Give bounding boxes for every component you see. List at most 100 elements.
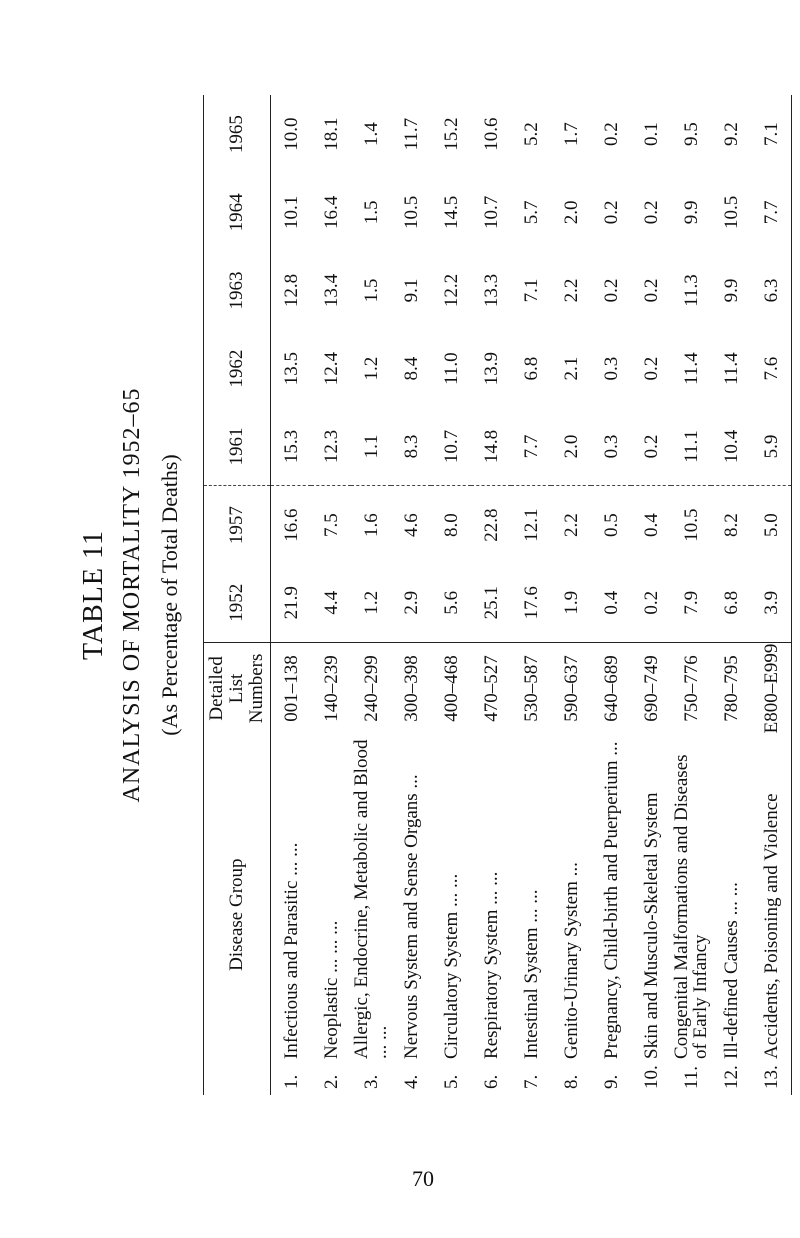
percentage: 10.0 <box>280 117 302 151</box>
percentage: 4.6 <box>400 513 422 538</box>
title-block: TABLE 11 ANALYSIS OF MORTALITY 1952–65 (… <box>75 95 203 1095</box>
row-number: 5. <box>440 1074 462 1089</box>
table-row: 7. Intestinal System ... ... 530–587 17.6 12… <box>511 95 551 1095</box>
list-numbers: 400–468 <box>440 655 462 722</box>
percentage: 13.5 <box>280 352 302 386</box>
disease-group: Infectious and Parasitic ... ... <box>280 842 302 1059</box>
percentage: 2.9 <box>391 563 431 643</box>
percentage: 7.1 <box>751 95 792 174</box>
percentage: 0.4 <box>640 513 662 538</box>
percentage: 12.2 <box>440 273 462 308</box>
percentage: 13.3 <box>480 273 502 308</box>
table-body: 1. Infectious and Parasitic ... ... 001–13… <box>270 95 792 1095</box>
percentage: 9.5 <box>680 122 702 147</box>
table-row: 13. Accidents, Poisoning and Violence E800… <box>751 95 792 1095</box>
table-row: 1. Infectious and Parasitic ... ... 001–13… <box>270 95 311 1095</box>
list-numbers: 140–239 <box>320 655 342 722</box>
percentage: 1.2 <box>351 563 391 643</box>
table-row: 3. Allergic, Endocrine, Metabolic and Blo… <box>351 95 391 1095</box>
disease-group: Accidents, Poisoning and Violence <box>751 734 792 1059</box>
percentage: 10.4 <box>711 407 751 486</box>
percentage: 8.3 <box>391 407 431 486</box>
rotated-content: TABLE 11 ANALYSIS OF MORTALITY 1952–65 (… <box>75 95 795 1095</box>
percentage: 6.8 <box>520 356 542 381</box>
percentage: 12.4 <box>320 352 342 386</box>
percentage: 0.5 <box>600 513 622 538</box>
percentage: 0.2 <box>631 407 671 486</box>
row-number: 9. <box>600 1074 622 1089</box>
percentage: 15.3 <box>270 407 311 486</box>
column-header: 1963 <box>203 251 271 330</box>
row-number: 7. <box>520 1074 542 1089</box>
percentage: 1.9 <box>551 563 591 643</box>
percentage: 22.8 <box>480 508 502 542</box>
disease-group: Neoplastic ... ... ... <box>320 920 342 1059</box>
list-numbers: 530–587 <box>520 655 542 722</box>
percentage: 16.6 <box>280 508 302 542</box>
list-numbers: 470–527 <box>480 655 502 722</box>
percentage: 2.2 <box>560 513 582 538</box>
percentage: 1.7 <box>560 122 582 147</box>
disease-group: Circulatory System ... ... <box>440 873 462 1059</box>
list-numbers: 001–138 <box>280 655 302 722</box>
percentage: 11.7 <box>400 117 422 151</box>
percentage: 1.5 <box>360 278 382 303</box>
percentage: 12.8 <box>280 273 302 308</box>
percentage: 0.4 <box>591 563 631 643</box>
percentage: 14.8 <box>471 407 511 486</box>
percentage: 2.0 <box>560 200 582 225</box>
percentage: 11.3 <box>680 274 702 307</box>
table-row: 8. Genito-Urinary System ... 590–637 1.9 2.2… <box>551 95 591 1095</box>
percentage: 25.1 <box>471 563 511 643</box>
title: ANALYSIS OF MORTALITY 1952–65 <box>119 387 145 803</box>
list-numbers: 690–749 <box>640 655 662 722</box>
disease-group: Nervous System and Sense Organs ... <box>400 774 422 1059</box>
percentage: 15.2 <box>440 117 462 151</box>
percentage: 7.6 <box>751 329 792 408</box>
percentage: 11.4 <box>680 352 702 385</box>
column-header: 1952 <box>203 563 271 643</box>
disease-group: Respiratory System ... ... <box>480 871 502 1059</box>
percentage: 0.2 <box>600 200 622 225</box>
percentage: 9.9 <box>720 278 742 303</box>
percentage: 5.2 <box>520 122 542 147</box>
list-numbers: 300–398 <box>400 655 422 722</box>
table-row: 6. Respiratory System ... ... 470–527 25.1 2… <box>471 95 511 1095</box>
column-header: 1964 <box>203 173 271 252</box>
disease-group: Skin and Musculo-Skeletal System <box>640 792 662 1059</box>
percentage: 10.1 <box>280 195 302 229</box>
table-row: 5. Circulatory System ... ... 400–468 5.6 8.… <box>431 95 471 1095</box>
percentage: 10.5 <box>720 195 742 229</box>
disease-group: Allergic, Endocrine, Metabolic and Blood… <box>351 739 391 1059</box>
disease-group: Pregnancy, Child-birth and Puerperium ..… <box>600 741 622 1059</box>
percentage: 7.7 <box>751 173 792 252</box>
row-number: 8. <box>560 1074 582 1089</box>
percentage: 10.7 <box>431 407 471 486</box>
percentage: 12.3 <box>311 407 351 486</box>
list-numbers: 240–299 <box>360 655 382 722</box>
list-numbers: E800–E999 <box>751 642 792 735</box>
row-number: 6. <box>480 1074 502 1089</box>
percentage: 13.4 <box>320 273 342 308</box>
mortality-table: Disease Group Detailed List Numbers 1952 19… <box>203 95 792 1095</box>
percentage: 6.8 <box>711 563 751 643</box>
percentage: 18.1 <box>320 117 342 151</box>
percentage: 0.1 <box>640 122 662 147</box>
percentage: 1.1 <box>351 407 391 486</box>
percentage: 12.1 <box>520 508 542 542</box>
percentage: 9.1 <box>400 278 422 303</box>
table-row: 4. Nervous System and Sense Organs ... 300… <box>391 95 431 1095</box>
disease-group: Intestinal System ... ... <box>520 889 542 1059</box>
row-number: 13. <box>751 1058 792 1095</box>
percentage: 2.1 <box>560 356 582 381</box>
percentage: 7.5 <box>320 513 342 538</box>
table-row: 12. Ill-defined Causes ... ... 780–795 6.8 8… <box>711 95 751 1095</box>
row-number: 2. <box>320 1074 342 1089</box>
percentage: 0.3 <box>591 407 631 486</box>
percentage: 0.2 <box>631 563 671 643</box>
percentage: 0.2 <box>640 200 662 225</box>
percentage: 8.0 <box>440 513 462 538</box>
percentage: 3.9 <box>751 563 792 643</box>
percentage: 0.2 <box>600 122 622 147</box>
